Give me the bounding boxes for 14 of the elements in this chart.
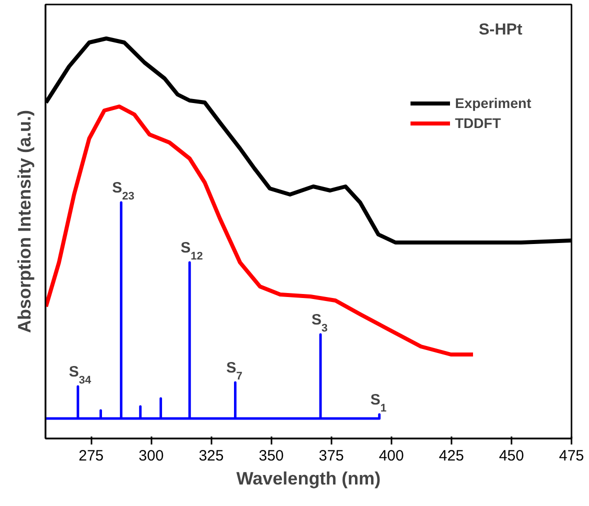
x-axis-title: Wavelength (nm) (236, 468, 381, 488)
x-tick-label: 475 (558, 448, 584, 464)
x-tick-label: 450 (498, 448, 524, 464)
y-axis-title: Absorption Intensity (a.u.) (14, 110, 34, 333)
legend-label: TDDFT (455, 115, 501, 131)
legend-label: Experiment (455, 95, 532, 111)
x-tick-label: 350 (258, 448, 284, 464)
x-tick-label: 325 (198, 448, 224, 464)
x-tick-label: 400 (378, 448, 404, 464)
x-tick-label: 375 (318, 448, 344, 464)
x-tick-label: 425 (438, 448, 464, 464)
annotation: S-HPt (478, 22, 523, 38)
x-tick-label: 300 (138, 448, 164, 464)
x-tick-label: 275 (78, 448, 104, 464)
